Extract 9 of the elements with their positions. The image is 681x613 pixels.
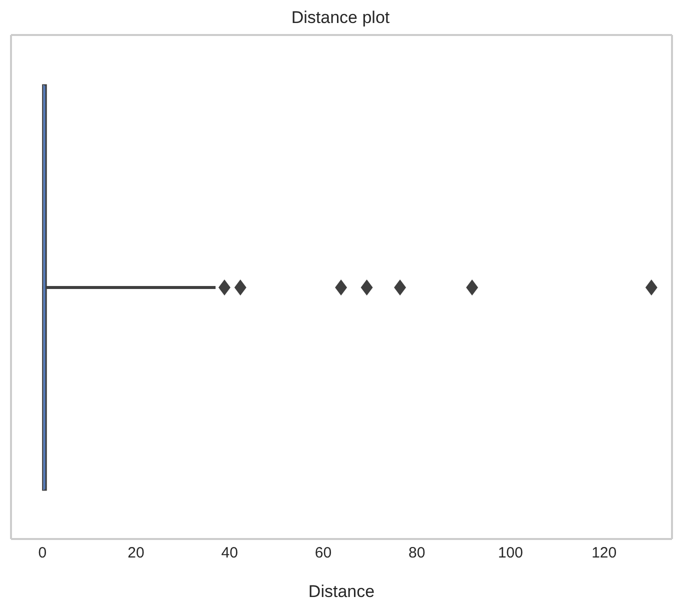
x-tick-label: 0 [38, 544, 47, 562]
x-tick-label: 60 [314, 544, 332, 562]
chart-title: Distance plot [290, 8, 391, 28]
x-tick-label: 40 [221, 544, 238, 562]
x-axis-title: Distance [308, 582, 375, 601]
x-tick-label: 120 [592, 544, 617, 562]
x-tick-label: 20 [128, 544, 144, 562]
x-tick-label: 100 [498, 544, 524, 562]
x-tick-label: 80 [408, 544, 426, 562]
